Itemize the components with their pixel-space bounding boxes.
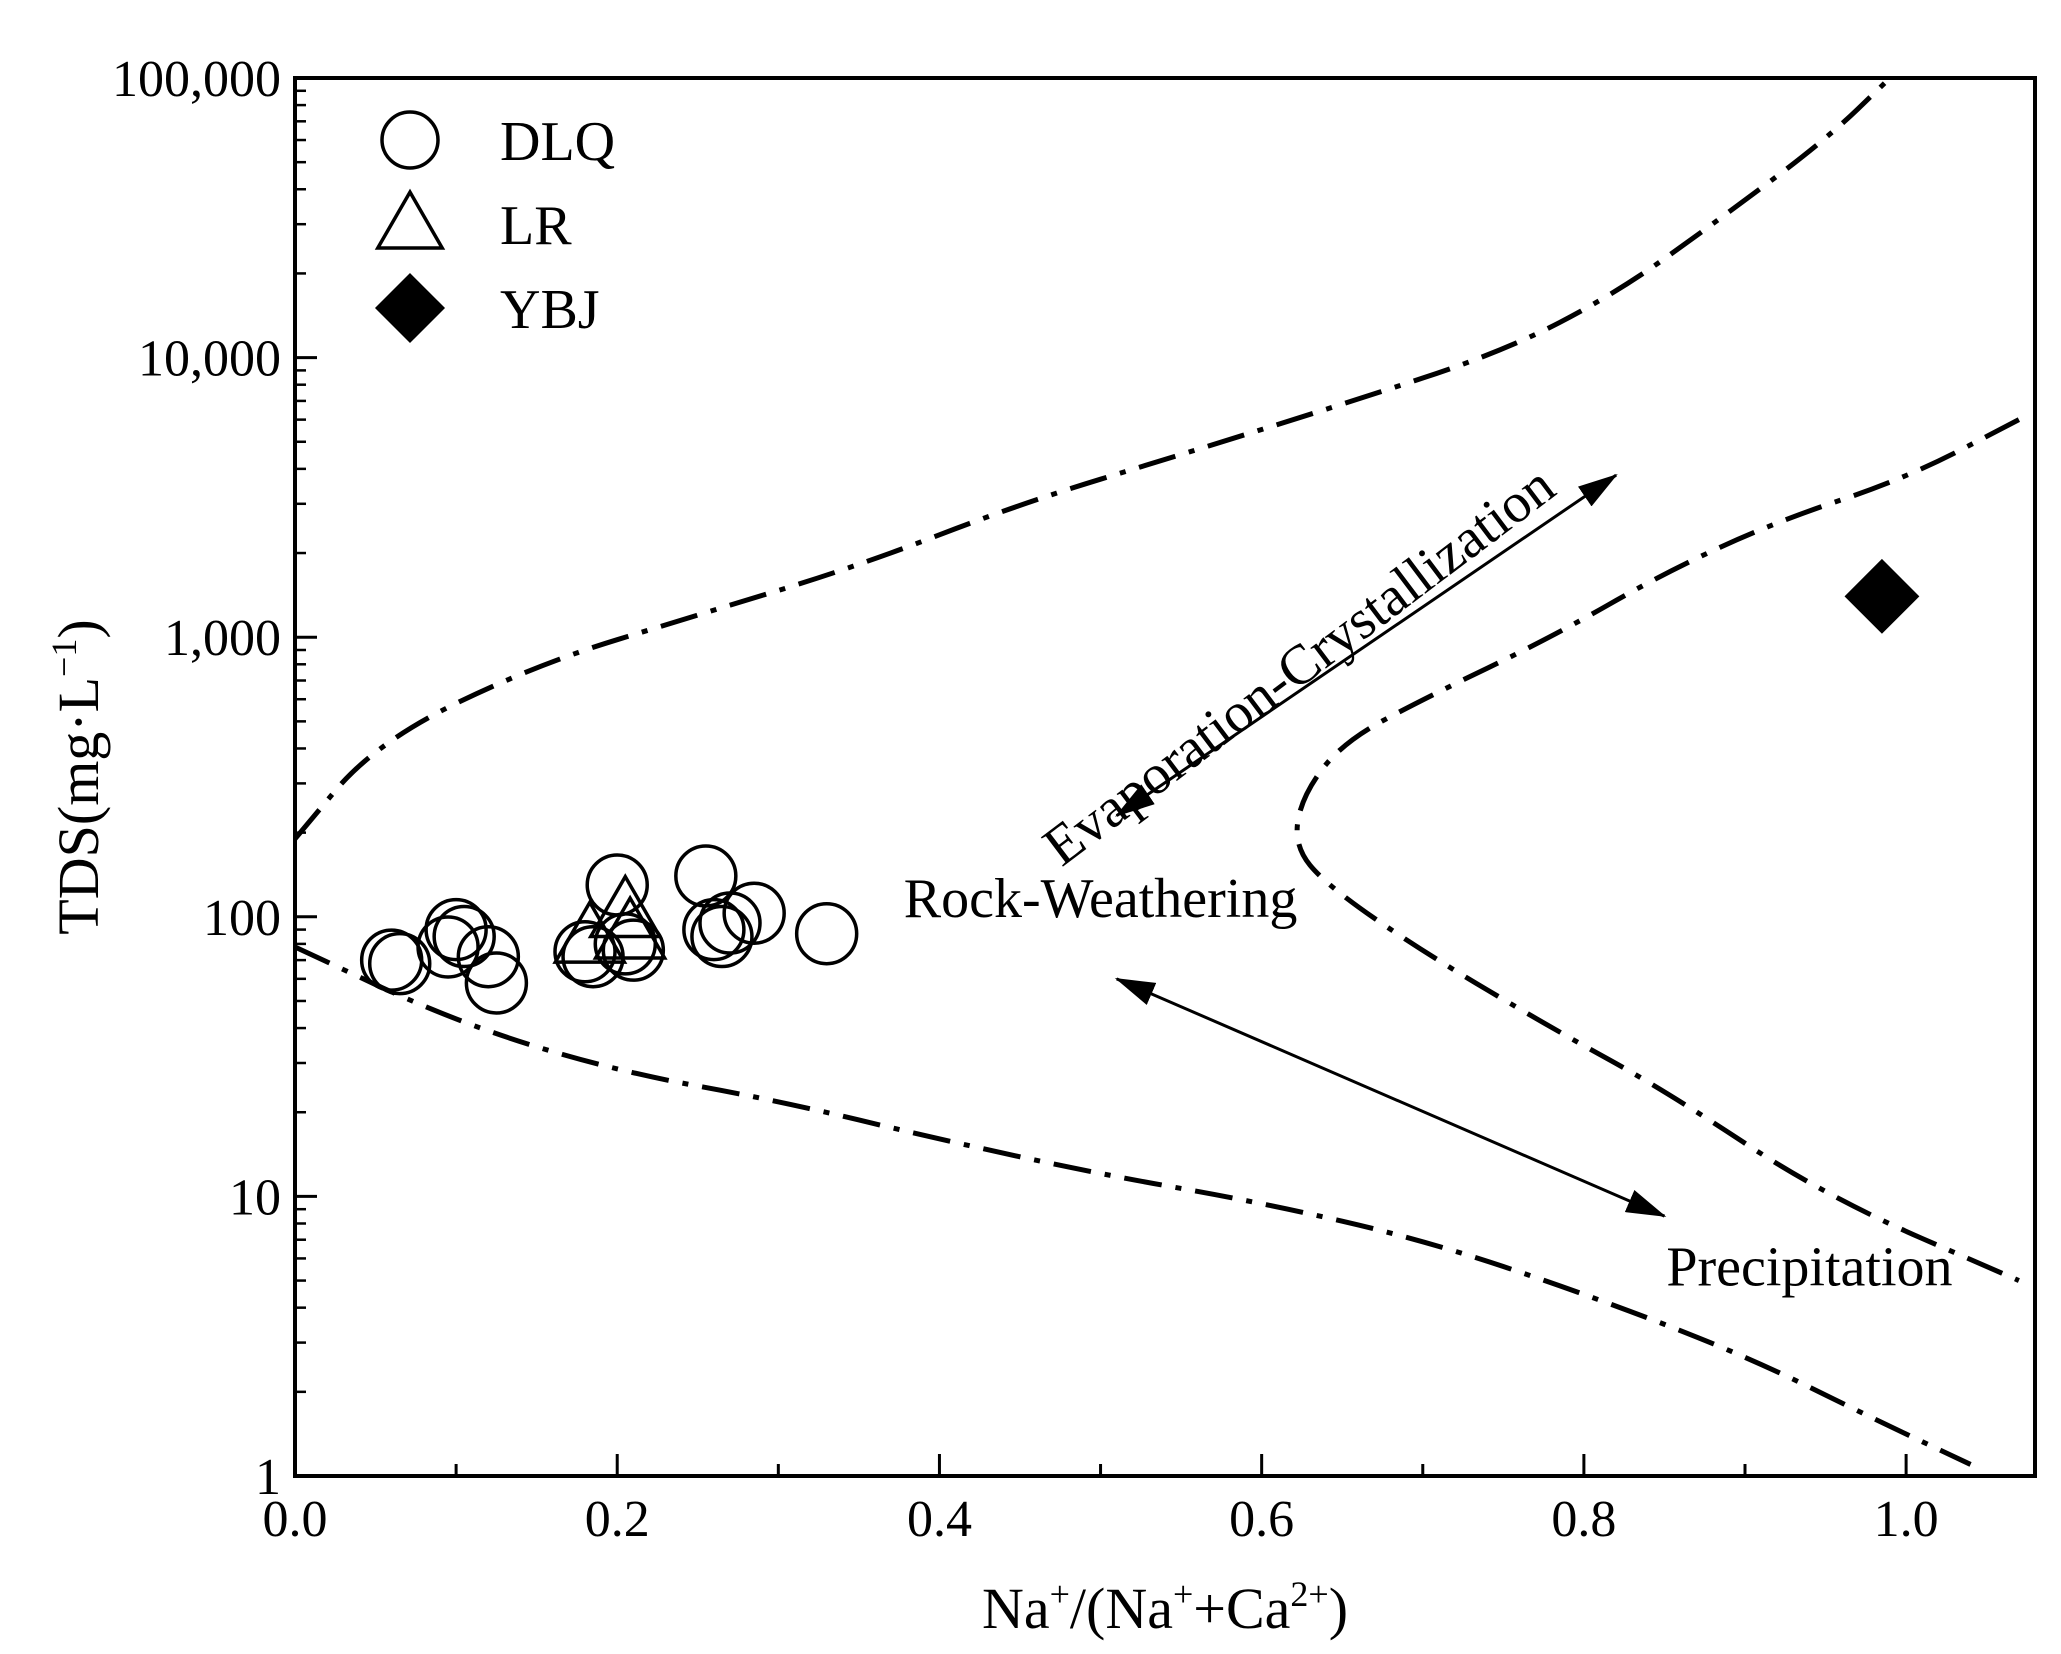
data-points xyxy=(359,558,1920,1015)
dlq-point xyxy=(424,897,488,962)
xlabel-base1: Na xyxy=(982,1576,1050,1641)
ylabel-end: ) xyxy=(46,619,111,638)
dlq-point xyxy=(690,904,754,969)
ylabel-sup: −1 xyxy=(44,639,84,677)
xlabel-sup3: 2+ xyxy=(1290,1574,1328,1614)
legend: DLQ LR YBJ xyxy=(374,110,615,344)
dlq-point xyxy=(464,951,529,1015)
y-tick-label: 10 xyxy=(229,1169,281,1226)
evaporation-arrow xyxy=(1115,473,1618,817)
y-axis-title: TDS(mg·L−1) xyxy=(44,619,111,934)
xlabel-end: ) xyxy=(1329,1576,1348,1641)
precipitation-arrow xyxy=(1114,977,1667,1218)
ybj-point xyxy=(1844,558,1920,634)
dlq-legend-marker xyxy=(380,110,440,170)
legend-label-lr: LR xyxy=(500,195,572,257)
dlq-point xyxy=(601,918,666,982)
x-tick-labels: 0.0 0.2 0.4 0.6 0.8 1.0 xyxy=(263,1491,1939,1548)
x-tick-label: 0.6 xyxy=(1229,1491,1294,1548)
ybj-legend-marker xyxy=(374,272,446,344)
xlabel-sup1: + xyxy=(1050,1574,1070,1614)
y-tick-labels: 1 10 100 1,000 10,000 100,000 xyxy=(112,51,281,1506)
lr-point xyxy=(592,894,668,960)
plot-frame xyxy=(293,76,2037,1478)
xlabel-sup2: + xyxy=(1173,1574,1193,1614)
y-tick-label: 1,000 xyxy=(164,610,281,667)
dlq-point xyxy=(456,924,521,989)
y-tick-label: 1 xyxy=(255,1449,281,1506)
x-tick-label: 0.2 xyxy=(585,1491,650,1548)
dlq-point xyxy=(432,904,496,969)
dlq-point xyxy=(794,901,859,966)
lower-envelope xyxy=(293,944,1972,1467)
xlabel-mid: /(Na xyxy=(1070,1576,1173,1641)
lr-point xyxy=(587,873,663,939)
y-tick-label: 100 xyxy=(203,890,281,947)
x-tick-label: 0.8 xyxy=(1551,1491,1616,1548)
dlq-point xyxy=(585,853,649,917)
upper-envelope xyxy=(293,76,1892,841)
arrows xyxy=(1114,473,1667,1218)
dlq-point xyxy=(367,931,432,996)
x-tick-label: 1.0 xyxy=(1874,1491,1939,1548)
x-axis-title: Na+/(Na++Ca2+) xyxy=(982,1574,1348,1641)
legend-label-ybj: YBJ xyxy=(500,279,600,341)
x-tick-label: 0.4 xyxy=(907,1491,972,1548)
dlq-point xyxy=(722,881,786,945)
y-tick-label: 100,000 xyxy=(112,51,281,108)
ylabel-base: TDS(mg·L xyxy=(46,677,111,935)
lr-legend-marker xyxy=(374,188,446,250)
annotation-rock-weathering: Rock-Weathering xyxy=(904,868,1298,930)
dlq-point xyxy=(553,919,617,984)
y-tick-label: 10,000 xyxy=(138,331,281,388)
legend-label-dlq: DLQ xyxy=(500,111,615,173)
dlq-point xyxy=(674,844,738,908)
annotation-precipitation: Precipitation xyxy=(1666,1237,1952,1299)
lr-point xyxy=(552,898,628,964)
axis-ticks xyxy=(293,76,1908,1478)
xlabel-mid2: +Ca xyxy=(1193,1576,1290,1641)
x-tick-label: 0.0 xyxy=(263,1491,328,1548)
dlq-point xyxy=(416,915,480,979)
